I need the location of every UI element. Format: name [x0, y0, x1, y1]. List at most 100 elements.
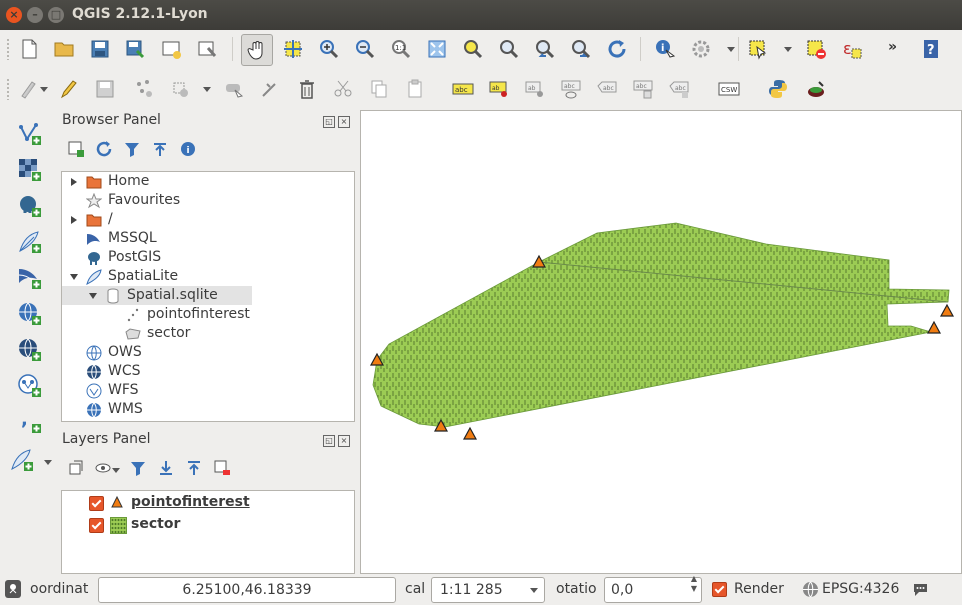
csw-metasearch-icon[interactable]: CSW — [716, 76, 742, 102]
messages-icon[interactable] — [4, 579, 22, 599]
expand-arrow-icon[interactable] — [71, 216, 77, 224]
dropdown-arrow-icon[interactable] — [784, 47, 792, 52]
label-pin-icon[interactable]: ab — [486, 76, 512, 102]
collapse-arrow-icon[interactable] — [89, 293, 97, 299]
new-spatialite-layer-icon[interactable] — [6, 444, 38, 476]
sector-polygon[interactable] — [372, 222, 950, 428]
delete-selected-icon[interactable] — [294, 76, 320, 102]
close-panel-icon[interactable]: × — [338, 116, 350, 128]
poi-marker[interactable] — [926, 320, 942, 334]
coordinate-field[interactable]: 6.25100,46.18339 — [98, 577, 396, 603]
collapse-arrow-icon[interactable] — [70, 274, 78, 280]
add-wms-layer-icon[interactable] — [14, 298, 46, 330]
add-spatialite-layer-icon[interactable] — [14, 226, 46, 258]
poi-marker[interactable] — [462, 426, 478, 440]
digitize-tool-icon[interactable] — [257, 76, 283, 102]
save-as-icon[interactable] — [122, 36, 148, 62]
render-checkbox[interactable] — [712, 582, 727, 597]
poi-marker[interactable] — [369, 352, 385, 366]
cut-features-icon[interactable] — [330, 76, 356, 102]
float-panel-icon[interactable]: ◱ — [323, 116, 335, 128]
zoom-out-icon[interactable] — [352, 36, 378, 62]
paste-features-icon[interactable] — [402, 76, 428, 102]
crs-label[interactable]: EPSG:4326 — [822, 581, 900, 597]
properties-info-icon[interactable]: i — [177, 138, 199, 160]
zoom-to-layer-icon[interactable] — [496, 36, 522, 62]
python-console-icon[interactable] — [765, 76, 791, 102]
expression-select-icon[interactable]: ε — [839, 36, 865, 62]
zoom-in-icon[interactable] — [316, 36, 342, 62]
collapse-all-icon[interactable] — [149, 138, 171, 160]
open-project-icon[interactable] — [51, 36, 77, 62]
spin-arrows-icon[interactable]: ▲ ▼ — [690, 574, 697, 593]
poi-marker[interactable] — [531, 254, 547, 268]
add-feature-icon[interactable] — [131, 76, 157, 102]
current-edits-icon[interactable] — [16, 76, 42, 102]
add-wfs-layer-icon[interactable] — [14, 370, 46, 402]
dropdown-arrow-icon[interactable] — [203, 87, 211, 92]
copy-features-icon[interactable] — [366, 76, 392, 102]
add-selected-layers-icon[interactable] — [65, 138, 87, 160]
poi-marker[interactable] — [433, 418, 449, 432]
run-feature-action-icon[interactable] — [688, 36, 714, 62]
scale-combo[interactable]: 1:11 285 — [431, 577, 545, 603]
toggle-editing-icon[interactable] — [56, 76, 82, 102]
label-highlight-pinned-icon[interactable]: ab — [522, 76, 548, 102]
crs-globe-icon[interactable] — [802, 581, 819, 598]
deselect-features-icon[interactable] — [803, 36, 829, 62]
move-feature-icon[interactable] — [167, 76, 193, 102]
toolbar-overflow-icon[interactable]: » — [888, 39, 898, 55]
pan-to-selection-icon[interactable] — [280, 36, 306, 62]
label-show-hide-icon[interactable]: abc — [558, 76, 584, 102]
node-tool-icon[interactable] — [221, 76, 247, 102]
identify-features-icon[interactable]: i — [652, 36, 678, 62]
dropdown-arrow-icon[interactable] — [112, 468, 120, 473]
layer-pointofinterest[interactable]: pointofinterest — [131, 494, 250, 510]
layer-visibility-checkbox[interactable] — [89, 496, 104, 511]
close-panel-icon[interactable]: × — [338, 435, 350, 447]
composer-manager-icon[interactable] — [194, 36, 220, 62]
chevron-down-icon[interactable] — [530, 588, 538, 593]
collapse-all-icon[interactable] — [183, 457, 205, 479]
label-rotate-icon[interactable]: abc — [630, 76, 656, 102]
label-change-icon[interactable]: abc — [666, 76, 692, 102]
new-print-composer-icon[interactable] — [158, 36, 184, 62]
layer-labeling-icon[interactable]: abc — [450, 76, 476, 102]
zoom-last-icon[interactable] — [532, 36, 558, 62]
filter-legend-icon[interactable] — [127, 457, 149, 479]
layer-visibility-checkbox[interactable] — [89, 518, 104, 533]
add-delimited-text-layer-icon[interactable]: , — [14, 406, 46, 438]
add-vector-layer-icon[interactable] — [14, 118, 46, 150]
layer-sector[interactable]: sector — [131, 516, 181, 532]
select-features-icon[interactable] — [745, 36, 771, 62]
zoom-next-icon[interactable] — [568, 36, 594, 62]
dropdown-arrow-icon[interactable] — [727, 47, 735, 52]
refresh-icon[interactable] — [604, 36, 630, 62]
label-move-icon[interactable]: abc — [594, 76, 620, 102]
zoom-to-selection-icon[interactable] — [460, 36, 486, 62]
maximize-window-button[interactable]: □ — [48, 7, 64, 23]
filter-browser-icon[interactable] — [121, 138, 143, 160]
float-panel-icon[interactable]: ◱ — [323, 435, 335, 447]
remove-layer-icon[interactable] — [211, 457, 233, 479]
manage-layer-visibility-icon[interactable] — [65, 457, 87, 479]
dropdown-arrow-icon[interactable] — [44, 460, 52, 465]
log-messages-icon[interactable] — [912, 582, 929, 597]
zoom-native-resolution-icon[interactable]: 1:1 — [388, 36, 414, 62]
plugin-tool-icon[interactable] — [803, 76, 829, 102]
minimize-window-button[interactable]: – — [27, 7, 43, 23]
refresh-browser-icon[interactable] — [93, 138, 115, 160]
add-postgis-layer-icon[interactable] — [14, 190, 46, 222]
zoom-full-icon[interactable] — [424, 36, 450, 62]
pan-map-icon[interactable] — [241, 34, 273, 66]
save-project-icon[interactable] — [87, 36, 113, 62]
visibility-eye-icon[interactable] — [93, 457, 115, 479]
new-project-icon[interactable] — [16, 36, 42, 62]
close-window-button[interactable]: × — [6, 7, 22, 23]
map-canvas[interactable] — [360, 110, 962, 574]
poi-marker[interactable] — [939, 303, 955, 317]
dropdown-arrow-icon[interactable] — [40, 87, 48, 92]
expand-arrow-icon[interactable] — [71, 178, 77, 186]
add-wcs-layer-icon[interactable] — [14, 334, 46, 366]
help-icon[interactable]: ? — [918, 36, 944, 62]
